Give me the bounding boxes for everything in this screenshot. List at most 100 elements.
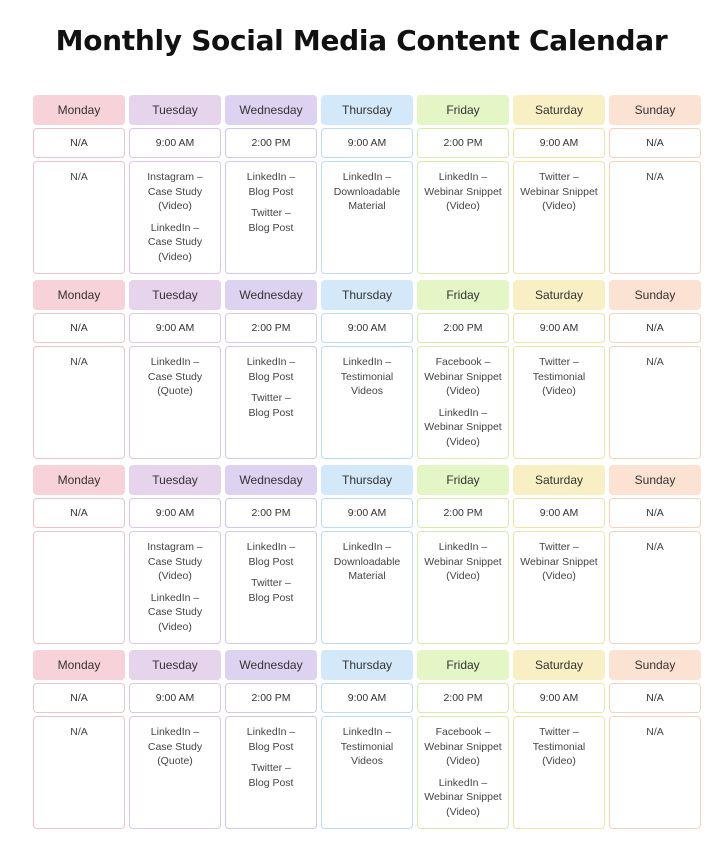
content-cell: N/A <box>609 161 701 274</box>
content-cell: N/A <box>609 531 701 644</box>
content-cell: LinkedIn – Downloadable Material <box>321 161 413 274</box>
content-cell: Twitter – Webinar Snippet (Video) <box>513 531 605 644</box>
day-header: Tuesday <box>129 650 221 680</box>
day-header: Wednesday <box>225 280 317 310</box>
post-entry: LinkedIn – Downloadable Material <box>333 171 401 212</box>
content-cell: N/A <box>33 161 125 274</box>
content-cell: N/A <box>609 346 701 459</box>
post-entry: N/A <box>646 726 664 738</box>
time-slot: 2:00 PM <box>417 313 509 343</box>
post-entry: Twitter – Webinar Snippet (Video) <box>520 171 598 212</box>
post-entry: Twitter – Blog Post <box>248 207 294 234</box>
time-slot: 2:00 PM <box>225 498 317 528</box>
post-entry: N/A <box>646 171 664 183</box>
time-slot: N/A <box>33 683 125 713</box>
content-cell: Instagram – Case Study (Video) LinkedIn –… <box>129 161 221 274</box>
post-entry: LinkedIn – Case Study (Quote) <box>147 726 203 767</box>
post-entry: LinkedIn – Blog Post <box>246 726 296 753</box>
content-cell: LinkedIn – Downloadable Material <box>321 531 413 644</box>
post-entry: LinkedIn – Blog Post <box>246 541 296 568</box>
time-slot: 9:00 AM <box>513 128 605 158</box>
time-slot: N/A <box>33 128 125 158</box>
post-entry: N/A <box>646 356 664 368</box>
day-header: Tuesday <box>129 280 221 310</box>
page-title: Monthly Social Media Content Calendar <box>55 24 668 57</box>
post-entry: Twitter – Testimonial (Video) <box>532 726 586 767</box>
time-slot: 9:00 AM <box>129 683 221 713</box>
content-cell: N/A <box>33 716 125 829</box>
day-header: Sunday <box>609 465 701 495</box>
time-slot: 2:00 PM <box>417 683 509 713</box>
post-entry: Facebook – Webinar Snippet (Video) <box>424 356 502 397</box>
time-slot: N/A <box>609 313 701 343</box>
time-slot: 9:00 AM <box>129 313 221 343</box>
day-header: Friday <box>417 650 509 680</box>
day-header: Tuesday <box>129 95 221 125</box>
content-cell: LinkedIn – Blog Post Twitter – Blog Post <box>225 346 317 459</box>
day-header: Friday <box>417 95 509 125</box>
content-cell: N/A <box>609 716 701 829</box>
post-entry: N/A <box>70 171 88 183</box>
day-header: Thursday <box>321 465 413 495</box>
calendar-week: Monday Tuesday Wednesday Thursday Friday Satu… <box>33 95 703 274</box>
day-header: Saturday <box>513 95 605 125</box>
time-slot: 9:00 AM <box>321 498 413 528</box>
post-entry: LinkedIn – Downloadable Material <box>333 541 401 582</box>
post-entry: LinkedIn – Webinar Snippet (Video) <box>424 406 502 448</box>
time-slot: N/A <box>609 498 701 528</box>
content-cell: LinkedIn – Testimonial Videos <box>321 716 413 829</box>
time-slot: 9:00 AM <box>129 498 221 528</box>
content-calendar: Monday Tuesday Wednesday Thursday Friday Satu… <box>33 95 703 835</box>
day-header: Monday <box>33 280 125 310</box>
day-header: Friday <box>417 465 509 495</box>
day-header: Sunday <box>609 280 701 310</box>
post-entry: Instagram – Case Study (Video) <box>147 171 203 212</box>
day-header: Monday <box>33 465 125 495</box>
time-slot: 2:00 PM <box>225 683 317 713</box>
time-slot: 9:00 AM <box>513 498 605 528</box>
post-entry: LinkedIn – Webinar Snippet (Video) <box>424 541 502 582</box>
time-slot: N/A <box>609 683 701 713</box>
day-header: Tuesday <box>129 465 221 495</box>
day-header: Monday <box>33 650 125 680</box>
day-header: Monday <box>33 95 125 125</box>
post-entry: Twitter – Blog Post <box>248 577 294 604</box>
day-header: Friday <box>417 280 509 310</box>
post-entry: LinkedIn – Testimonial Videos <box>340 726 394 767</box>
time-slot: 9:00 AM <box>513 683 605 713</box>
content-cell: LinkedIn – Blog Post Twitter – Blog Post <box>225 716 317 829</box>
time-slot: 2:00 PM <box>225 128 317 158</box>
time-slot: 9:00 AM <box>321 128 413 158</box>
content-cell: LinkedIn – Blog Post Twitter – Blog Post <box>225 531 317 644</box>
day-header: Wednesday <box>225 95 317 125</box>
post-entry: N/A <box>646 541 664 553</box>
content-cell: LinkedIn – Blog Post Twitter – Blog Post <box>225 161 317 274</box>
time-slot: 2:00 PM <box>225 313 317 343</box>
post-entry: LinkedIn – Case Study (Video) <box>147 591 203 633</box>
calendar-week: Monday Tuesday Wednesday Thursday Friday Satu… <box>33 650 703 829</box>
post-entry: Twitter – Blog Post <box>248 762 294 789</box>
day-header: Saturday <box>513 465 605 495</box>
time-slot: 2:00 PM <box>417 498 509 528</box>
post-entry: LinkedIn – Webinar Snippet (Video) <box>424 171 502 212</box>
post-entry: LinkedIn – Blog Post <box>246 356 296 383</box>
content-cell: LinkedIn – Webinar Snippet (Video) <box>417 161 509 274</box>
day-header: Sunday <box>609 650 701 680</box>
calendar-week: Monday Tuesday Wednesday Thursday Friday Satu… <box>33 280 703 459</box>
post-entry: LinkedIn – Case Study (Video) <box>147 221 203 263</box>
time-slot: 9:00 AM <box>129 128 221 158</box>
content-cell: Twitter – Webinar Snippet (Video) <box>513 161 605 274</box>
time-slot: 2:00 PM <box>417 128 509 158</box>
day-header: Wednesday <box>225 650 317 680</box>
content-cell: LinkedIn – Case Study (Quote) <box>129 716 221 829</box>
content-cell: Facebook – Webinar Snippet (Video) Linked… <box>417 346 509 459</box>
time-slot: 9:00 AM <box>513 313 605 343</box>
content-cell: LinkedIn – Testimonial Videos <box>321 346 413 459</box>
content-cell: Twitter – Testimonial (Video) <box>513 716 605 829</box>
day-header: Thursday <box>321 95 413 125</box>
content-cell: Twitter – Testimonial (Video) <box>513 346 605 459</box>
post-entry: Instagram – Case Study (Video) <box>147 541 203 582</box>
day-header: Thursday <box>321 280 413 310</box>
time-slot: 9:00 AM <box>321 313 413 343</box>
post-entry: LinkedIn – Testimonial Videos <box>340 356 394 397</box>
